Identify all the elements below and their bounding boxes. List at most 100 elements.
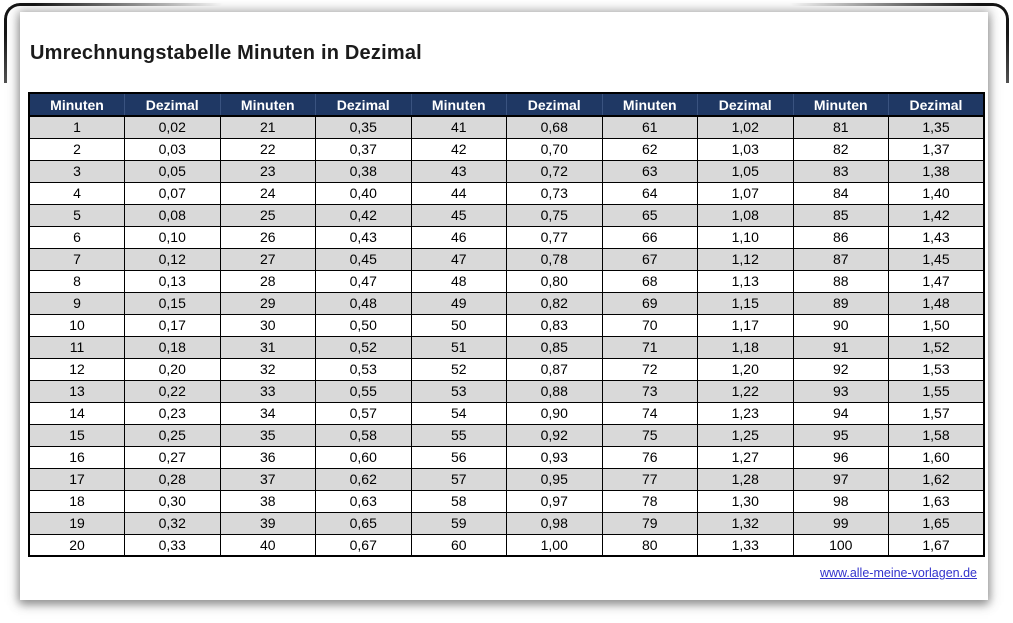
table-cell: 61 [601, 115, 698, 139]
column-header: Dezimal [315, 93, 412, 117]
table-cell: 32 [219, 357, 316, 381]
table-cell: 1,27 [697, 445, 794, 469]
table-cell: 70 [601, 313, 698, 337]
table-cell: 0,08 [124, 203, 221, 227]
table-cell: 1,22 [697, 379, 794, 403]
table-cell: 68 [601, 269, 698, 293]
table-cell: 50 [410, 313, 507, 337]
table-cell: 1,60 [888, 445, 985, 469]
table-cell: 15 [28, 423, 125, 447]
table-cell: 48 [410, 269, 507, 293]
table-cell: 0,68 [506, 115, 603, 139]
table-cell: 40 [219, 533, 316, 557]
table-cell: 1,33 [697, 533, 794, 557]
table-cell: 21 [219, 115, 316, 139]
table-cell: 0,32 [124, 511, 221, 535]
table-cell: 0,53 [315, 357, 412, 381]
table-cell: 0,23 [124, 401, 221, 425]
table-cell: 0,47 [315, 269, 412, 293]
table-cell: 13 [28, 379, 125, 403]
table-cell: 97 [792, 467, 889, 491]
table-cell: 1,32 [697, 511, 794, 535]
table-row: 12 0,20 32 0,53 52 0,87 72 1,20 92 1,53 [28, 357, 985, 381]
table-cell: 0,28 [124, 467, 221, 491]
table-cell: 59 [410, 511, 507, 535]
table-row: 8 0,13 28 0,47 48 0,80 68 1,13 88 1,47 [28, 269, 985, 293]
table-cell: 0,38 [315, 159, 412, 183]
table-cell: 1,15 [697, 291, 794, 315]
table-cell: 79 [601, 511, 698, 535]
table-cell: 0,52 [315, 335, 412, 359]
table-cell: 0,78 [506, 247, 603, 271]
table-row: 9 0,15 29 0,48 49 0,82 69 1,15 89 1,48 [28, 291, 985, 315]
table-cell: 0,25 [124, 423, 221, 447]
table-cell: 1,08 [697, 203, 794, 227]
table-cell: 45 [410, 203, 507, 227]
table-cell: 1,30 [697, 489, 794, 513]
table-cell: 0,90 [506, 401, 603, 425]
table-cell: 56 [410, 445, 507, 469]
table-cell: 0,13 [124, 269, 221, 293]
table-cell: 1,17 [697, 313, 794, 337]
table-header-row: Minuten Dezimal Minuten Dezimal Minuten Dezim… [29, 93, 985, 117]
table-cell: 4 [28, 181, 125, 205]
table-cell: 0,97 [506, 489, 603, 513]
table-cell: 0,55 [315, 379, 412, 403]
table-row: 1 0,02 21 0,35 41 0,68 61 1,02 81 1,35 [28, 115, 985, 139]
table-cell: 49 [410, 291, 507, 315]
table-cell: 0,77 [506, 225, 603, 249]
table-cell: 0,43 [315, 225, 412, 249]
table-cell: 96 [792, 445, 889, 469]
table-cell: 0,03 [124, 137, 221, 161]
table-cell: 1,00 [506, 533, 603, 557]
table-cell: 0,45 [315, 247, 412, 271]
table-cell: 26 [219, 225, 316, 249]
table-cell: 0,98 [506, 511, 603, 535]
column-header: Minuten [220, 93, 316, 117]
table-cell: 16 [28, 445, 125, 469]
column-header: Minuten [602, 93, 698, 117]
table-row: 18 0,30 38 0,63 58 0,97 78 1,30 98 1,63 [28, 489, 985, 513]
table-cell: 1,52 [888, 335, 985, 359]
table-cell: 62 [601, 137, 698, 161]
table-cell: 1,05 [697, 159, 794, 183]
table-cell: 65 [601, 203, 698, 227]
minutes-decimal-conversion-table: Minuten Dezimal Minuten Dezimal Minuten Dezim… [28, 92, 985, 557]
table-cell: 0,40 [315, 181, 412, 205]
table-cell: 19 [28, 511, 125, 535]
table-cell: 1,40 [888, 181, 985, 205]
table-cell: 0,95 [506, 467, 603, 491]
table-cell: 90 [792, 313, 889, 337]
table-cell: 1,12 [697, 247, 794, 271]
table-cell: 46 [410, 225, 507, 249]
table-cell: 0,42 [315, 203, 412, 227]
table-row: 17 0,28 37 0,62 57 0,95 77 1,28 97 1,62 [28, 467, 985, 491]
table-cell: 1,23 [697, 401, 794, 425]
table-cell: 75 [601, 423, 698, 447]
table-cell: 52 [410, 357, 507, 381]
table-cell: 69 [601, 291, 698, 315]
table-cell: 1,67 [888, 533, 985, 557]
table-cell: 24 [219, 181, 316, 205]
content-panel: Umrechnungstabelle Minuten in Dezimal Mi… [20, 12, 988, 600]
table-cell: 72 [601, 357, 698, 381]
table-cell: 0,07 [124, 181, 221, 205]
table-cell: 41 [410, 115, 507, 139]
table-cell: 44 [410, 181, 507, 205]
table-cell: 30 [219, 313, 316, 337]
table-cell: 0,57 [315, 401, 412, 425]
table-cell: 1,38 [888, 159, 985, 183]
table-row: 20 0,33 40 0,67 60 1,00 80 1,33 100 1,67 [28, 533, 985, 557]
table-cell: 99 [792, 511, 889, 535]
table-row: 4 0,07 24 0,40 44 0,73 64 1,07 84 1,40 [28, 181, 985, 205]
table-cell: 10 [28, 313, 125, 337]
table-cell: 0,80 [506, 269, 603, 293]
table-cell: 27 [219, 247, 316, 271]
footer-website-link[interactable]: www.alle-meine-vorlagen.de [819, 566, 977, 580]
table-cell: 1,43 [888, 225, 985, 249]
table-cell: 83 [792, 159, 889, 183]
table-cell: 18 [28, 489, 125, 513]
table-header-row: Minuten Dezimal Minuten Dezimal Minuten Dezim… [29, 93, 985, 117]
table-cell: 80 [601, 533, 698, 557]
table-cell: 74 [601, 401, 698, 425]
